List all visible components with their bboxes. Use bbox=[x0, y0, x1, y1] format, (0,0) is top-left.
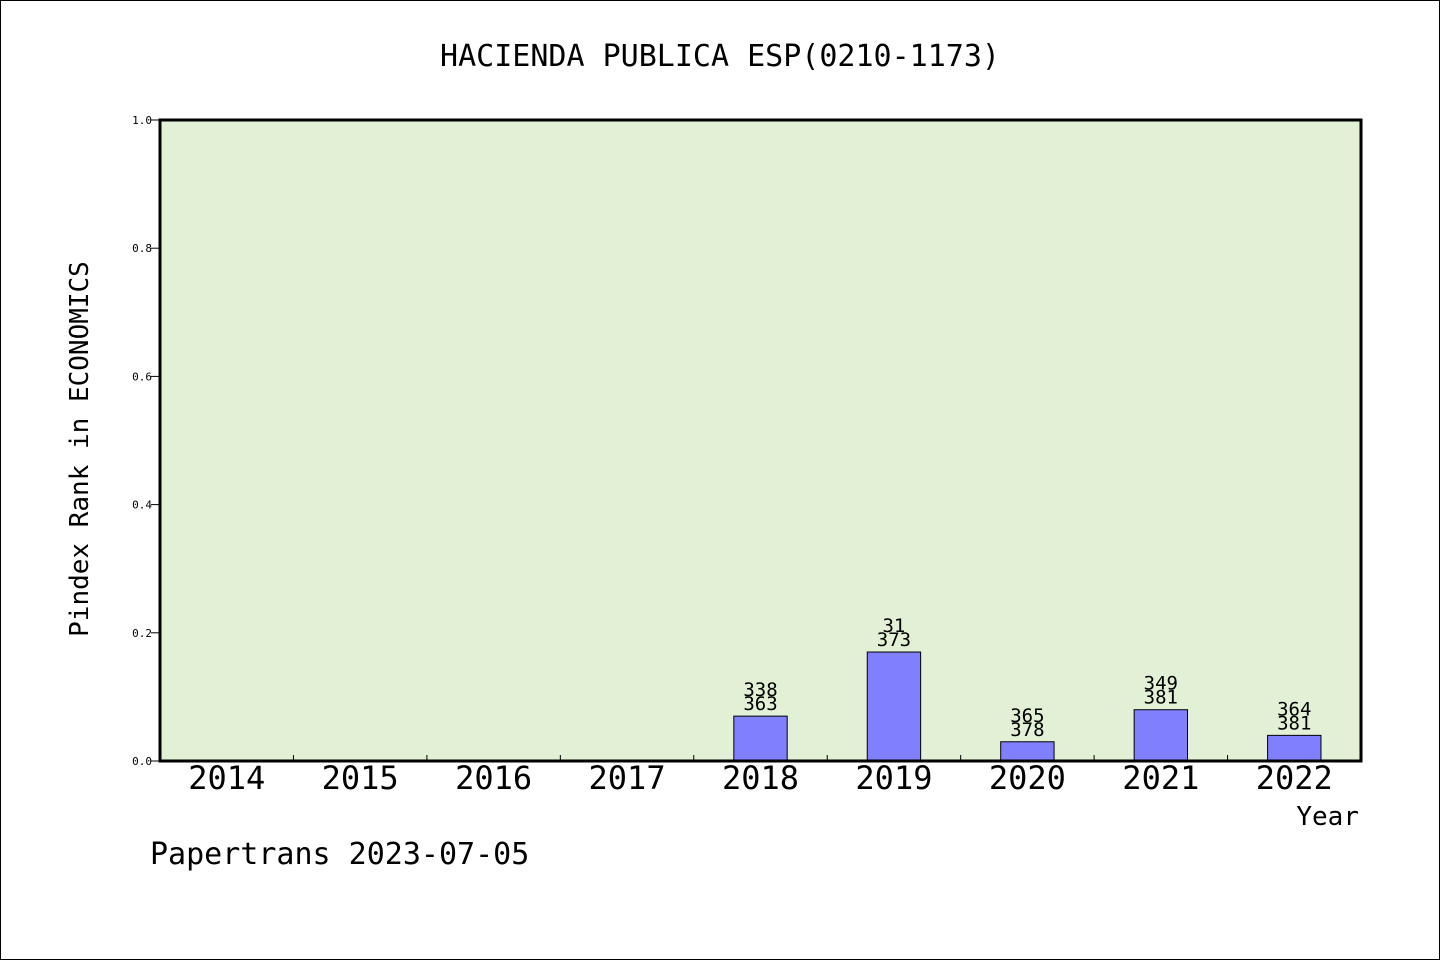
footer-credit: Papertrans 2023-07-05 bbox=[150, 837, 529, 872]
bar-2022 bbox=[1267, 734, 1322, 762]
data-label-bottom: 381 bbox=[1144, 687, 1178, 709]
y-tick-label: 0.2 bbox=[132, 627, 152, 640]
x-tick-label: 2018 bbox=[722, 759, 799, 797]
x-tick-label: 2015 bbox=[322, 759, 399, 797]
data-label-top: 364 bbox=[1277, 698, 1311, 720]
x-tick-label: 2017 bbox=[589, 759, 666, 797]
plot-border bbox=[158, 118, 1363, 763]
y-tick-label: 0.0 bbox=[132, 755, 152, 768]
x-tick-label: 2016 bbox=[455, 759, 532, 797]
x-tick-label: 2014 bbox=[188, 759, 265, 797]
data-label-bottom: 381 bbox=[1277, 712, 1311, 734]
y-tick-label: 1.0 bbox=[132, 114, 152, 127]
bar-2020 bbox=[1000, 741, 1055, 762]
x-tick-label: 2020 bbox=[989, 759, 1066, 797]
plot-area bbox=[160, 120, 1361, 761]
bar-2018 bbox=[733, 715, 788, 762]
chart-title: HACIENDA PUBLICA ESP(0210-1173) bbox=[440, 39, 1000, 74]
data-label-top: 365 bbox=[1010, 705, 1044, 727]
x-tick-label: 2019 bbox=[855, 759, 932, 797]
data-label-bottom: 378 bbox=[1010, 719, 1044, 741]
x-axis-label: Year bbox=[1296, 802, 1359, 832]
data-label-top: 349 bbox=[1144, 673, 1178, 695]
data-label-top: 31 bbox=[882, 615, 905, 637]
x-tick-label: 2022 bbox=[1256, 759, 1333, 797]
data-label-top: 338 bbox=[743, 679, 777, 701]
y-tick-label: 0.4 bbox=[132, 499, 152, 512]
y-axis-label: Pindex Rank in ECONOMICS bbox=[65, 261, 95, 637]
data-label-bottom: 363 bbox=[743, 693, 777, 715]
data-label-bottom: 373 bbox=[877, 629, 911, 651]
y-tick-label: 0.8 bbox=[132, 242, 152, 255]
x-tick-label: 2021 bbox=[1122, 759, 1199, 797]
bar-2021 bbox=[1133, 709, 1189, 762]
bar-2019 bbox=[866, 651, 922, 762]
y-tick-label: 0.6 bbox=[132, 370, 152, 383]
